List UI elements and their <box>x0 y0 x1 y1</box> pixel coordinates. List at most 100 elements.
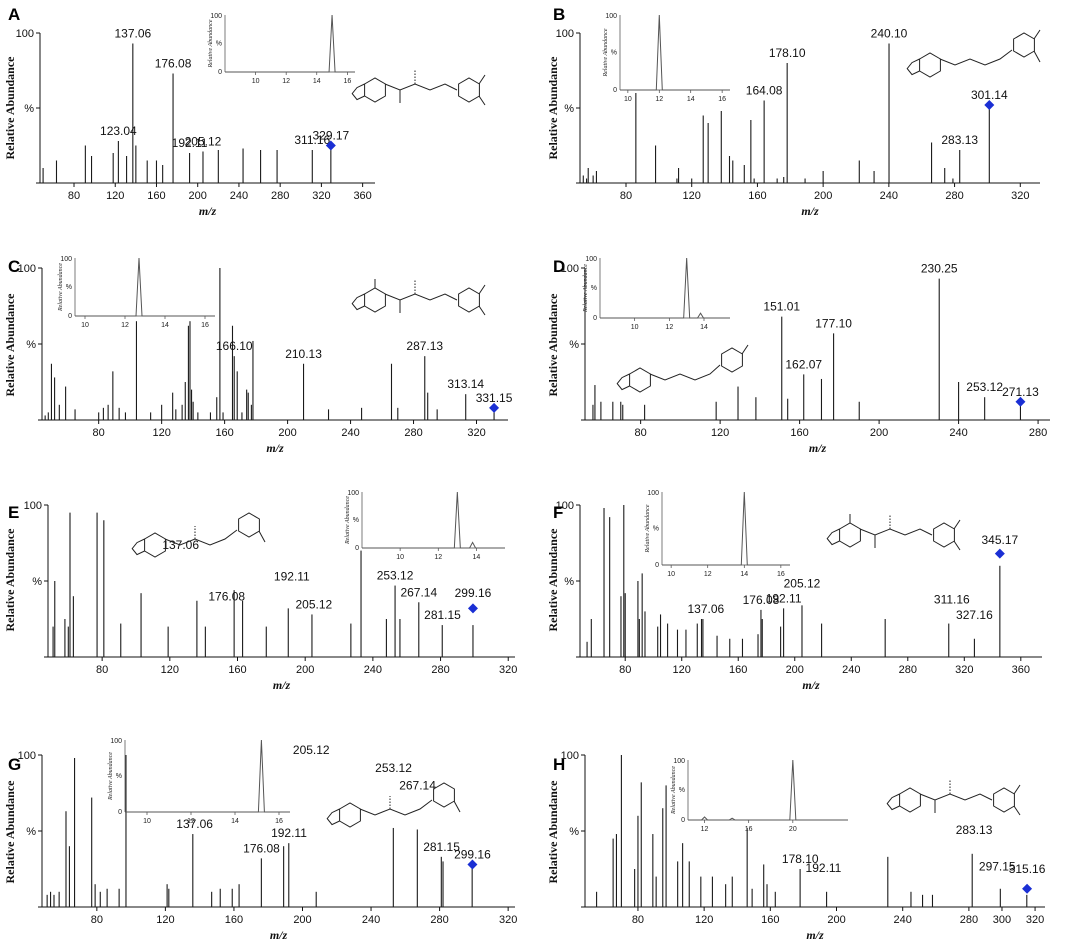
peak-label: 192.11 <box>766 591 802 605</box>
inset-trace <box>125 739 290 813</box>
peak-label: 329.17 <box>313 129 350 143</box>
inset-y-tick-label: % <box>66 284 72 291</box>
peak-label: 176.08 <box>155 57 192 71</box>
peak-label: 299.16 <box>455 586 492 600</box>
inset-y-tick-label: 100 <box>647 490 659 497</box>
inset-y-tick-label: % <box>353 517 359 524</box>
x-tick-label: 160 <box>215 427 233 439</box>
dioxole-ring <box>131 538 145 556</box>
x-tick-label: 80 <box>635 427 647 439</box>
y-tick-label: 100 <box>24 500 42 512</box>
inset-x-tick-label: 16 <box>343 78 351 85</box>
benzene-ring <box>899 787 921 813</box>
inset-y-tick-label: 0 <box>613 87 617 94</box>
peak-label: 205.12 <box>784 576 821 590</box>
inset-trace <box>600 257 730 319</box>
inset-x-tick-label: 14 <box>687 96 695 103</box>
dioxole-ring <box>616 373 630 391</box>
inset-y-tick-label: 0 <box>68 313 72 320</box>
inset-x-tick-label: 14 <box>700 324 708 331</box>
inset-y-tick-label: 0 <box>655 562 659 569</box>
inset-x-tick-label: 12 <box>187 818 195 825</box>
inset-y-axis-label: Relative Abundance <box>583 264 589 313</box>
y-tick-label: 100 <box>561 263 579 275</box>
peak-label: 253.12 <box>966 380 1003 394</box>
peak-label: 311.16 <box>934 593 970 607</box>
x-tick-label: 280 <box>271 190 289 202</box>
benzene-ring <box>993 787 1015 813</box>
x-tick-label: 280 <box>960 914 978 926</box>
x-axis-label: m/z <box>802 678 820 692</box>
inset-x-tick-label: 10 <box>624 96 632 103</box>
x-tick-label: 280 <box>431 664 449 676</box>
peak-label: 240.10 <box>871 27 908 41</box>
y-tick-label: 100 <box>556 28 574 40</box>
inset-x-tick-label: 14 <box>313 78 321 85</box>
inset-x-tick-label: 16 <box>201 322 209 329</box>
inset-trace <box>688 759 848 821</box>
inset-x-tick-label: 20 <box>789 826 797 833</box>
precursor-marker <box>489 402 500 413</box>
inset-trace <box>620 14 730 91</box>
inset-y-axis-label: Relative Abundance <box>603 28 609 77</box>
x-tick-label: 240 <box>364 664 382 676</box>
peak-label: 137.06 <box>687 602 724 616</box>
benzene-ring <box>1013 32 1035 58</box>
inset-x-tick-label: 12 <box>704 571 712 578</box>
y-axis-label: Relative Abundance <box>546 528 560 632</box>
x-tick-label: 120 <box>161 664 179 676</box>
precursor-marker <box>325 140 336 151</box>
inset-y-tick-label: 100 <box>210 13 222 20</box>
inset-chromatogram: 100% 0 Relative Abundance 10 12 14 16 <box>58 256 215 329</box>
x-tick-label: 200 <box>814 190 832 202</box>
chemical-structure <box>131 512 266 558</box>
x-tick-label: 360 <box>353 190 371 202</box>
inset-x-tick-label: 10 <box>143 818 151 825</box>
y-axis-label: Relative Abundance <box>3 293 17 397</box>
inset-x-tick-label: 16 <box>718 96 726 103</box>
x-tick-label: 200 <box>189 190 207 202</box>
x-tick-label: 160 <box>748 190 766 202</box>
benzene-ring <box>458 77 480 103</box>
inset-x-tick-label: 12 <box>655 96 663 103</box>
x-tick-label: 280 <box>899 664 917 676</box>
inset-trace <box>225 14 355 73</box>
inset-y-axis-label: Relative Abundance <box>108 752 114 801</box>
x-tick-label: 200 <box>296 664 314 676</box>
peak-label: 177.10 <box>815 316 852 330</box>
inset-x-tick-label: 16 <box>745 826 753 833</box>
alkyl-chain <box>359 799 433 816</box>
chemical-structure <box>351 69 486 106</box>
alkyl-chain <box>384 293 458 301</box>
peak-label: 178.10 <box>769 46 806 60</box>
inset-y-tick-label: % <box>653 526 659 533</box>
x-tick-label: 120 <box>673 664 691 676</box>
peak-label: 176.08 <box>243 841 280 855</box>
hydroxyl-bond <box>741 344 749 355</box>
dioxole-ring <box>351 293 365 311</box>
x-tick-label: 320 <box>955 664 973 676</box>
dioxole-ring <box>886 793 900 811</box>
inset-x-tick-label: 12 <box>282 78 290 85</box>
y-tick-label: % <box>564 576 574 588</box>
chemical-structure <box>351 279 486 316</box>
peak-label: 176.08 <box>208 590 245 604</box>
hydroxyl-bond <box>953 519 961 530</box>
precursor-marker <box>467 603 478 614</box>
peak-label: 345.17 <box>982 533 1019 547</box>
precursor-marker <box>1022 883 1033 894</box>
x-tick-label: 120 <box>711 427 729 439</box>
x-tick-label: 200 <box>293 914 311 926</box>
x-tick-label: 320 <box>312 190 330 202</box>
x-tick-label: 280 <box>430 914 448 926</box>
alkyl-chain <box>859 528 933 536</box>
inset-y-tick-label: 100 <box>347 490 359 497</box>
peak-label: 205.12 <box>293 743 330 757</box>
methoxy-bond <box>1013 805 1021 816</box>
inset-x-tick-label: 16 <box>275 818 283 825</box>
inset-y-tick-label: 0 <box>355 545 359 552</box>
inset-y-tick-label: 100 <box>585 256 597 263</box>
